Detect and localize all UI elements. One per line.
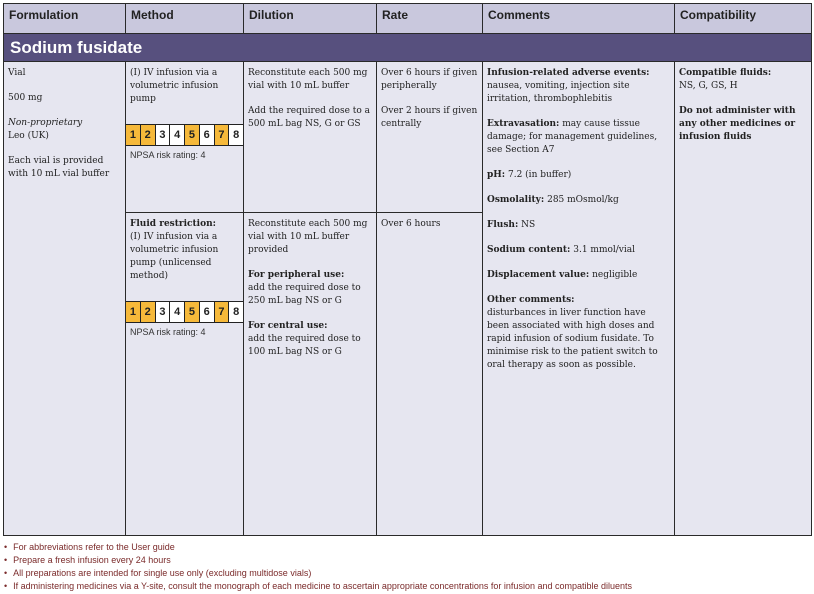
rate-cell-1: Over 6 hours if given peripherally Over … — [376, 61, 483, 213]
method-text: (I) IV infusion via a volumetric infusio… — [130, 68, 219, 104]
formulation-label: Non-proprietary — [8, 118, 83, 128]
header-rate: Rate — [376, 3, 483, 34]
dilution-heading: For central use: — [248, 321, 328, 331]
comment-heading: Extravasation: — [487, 119, 560, 129]
comment-text: 3.1 mmol/vial — [573, 245, 636, 255]
comment-text: 7.2 (in buffer) — [508, 170, 572, 180]
dilution-cell-1: Reconstitute each 500 mg vial with 10 mL… — [243, 61, 377, 213]
dilution-text: add the required dose to 250 mL bag NS o… — [248, 283, 361, 306]
comment-text: NS — [521, 220, 536, 230]
comment-heading: Displacement value: — [487, 270, 590, 280]
risk-cell: 8 — [229, 302, 243, 322]
header-method: Method — [125, 3, 244, 34]
method-text: (I) IV infusion via a volumetric infusio… — [130, 232, 219, 281]
footnote: For abbreviations refer to the User guid… — [4, 541, 632, 554]
dilution-text: add the required dose to 100 mL bag NS o… — [248, 334, 361, 357]
dilution-text: Add the required dose to a 500 mL bag NS… — [248, 106, 371, 129]
comment-text: 285 mOsmol/kg — [547, 195, 619, 205]
dilution-text: Reconstitute each 500 mg vial with 10 mL… — [248, 219, 368, 255]
risk-cell: 2 — [140, 125, 156, 145]
comment-text: may cause tissue damage; for management … — [487, 119, 658, 155]
comment-heading: Osmolality: — [487, 195, 545, 205]
compatibility-warning: Do not administer with any other medicin… — [679, 106, 796, 142]
rate-cell-2: Over 6 hours — [376, 212, 483, 536]
comment-heading: Other comments: — [487, 295, 575, 305]
risk-cell: 3 — [155, 125, 171, 145]
risk-cell: 5 — [185, 302, 200, 322]
compatibility-heading: Compatible fluids: — [679, 68, 772, 78]
footnote: All preparations are intended for single… — [4, 567, 632, 580]
header-formulation: Formulation — [3, 3, 126, 34]
dilution-cell-2: Reconstitute each 500 mg vial with 10 mL… — [243, 212, 377, 536]
compatibility-fluids: NS, G, GS, H — [679, 81, 738, 91]
method-cell-2: Fluid restriction: (I) IV infusion via a … — [125, 212, 244, 536]
dilution-heading: For peripheral use: — [248, 270, 345, 280]
comment-heading: Sodium content: — [487, 245, 571, 255]
risk-cell: 2 — [140, 302, 156, 322]
dilution-text: Reconstitute each 500 mg vial with 10 mL… — [248, 68, 368, 91]
comment-text: negligible — [592, 270, 638, 280]
risk-cell: 1 — [126, 302, 141, 322]
footnotes: For abbreviations refer to the User guid… — [4, 541, 632, 593]
header-compatibility: Compatibility — [674, 3, 812, 34]
comment-heading: pH: — [487, 170, 506, 180]
footnote: If administering medicines via a Y-site,… — [4, 580, 632, 593]
npsa-rating: NPSA risk rating: 4 — [130, 150, 206, 160]
formulation-cell: Vial 500 mg Non-proprietary Leo (UK) Eac… — [3, 61, 126, 536]
method-cell-1: (I) IV infusion via a volumetric infusio… — [125, 61, 244, 213]
formulation-maker: Leo (UK) — [8, 131, 49, 141]
method-title: Fluid restriction: — [130, 219, 216, 229]
risk-cell: 7 — [214, 125, 230, 145]
formulation-type: Vial — [8, 68, 26, 78]
comment-heading: Flush: — [487, 220, 519, 230]
comment-text: disturbances in liver function have been… — [487, 308, 658, 370]
formulation-strength: 500 mg — [8, 93, 43, 103]
footnote: Prepare a fresh infusion every 24 hours — [4, 554, 632, 567]
risk-cell: 6 — [199, 125, 215, 145]
rate-text: Over 6 hours — [381, 219, 441, 229]
rate-text: Over 6 hours if given peripherally — [381, 68, 478, 91]
comment-text: nausea, vomiting, injection site irritat… — [487, 81, 630, 104]
comments-cell: Infusion-related adverse events: nausea, … — [482, 61, 675, 536]
header-comments: Comments — [482, 3, 675, 34]
risk-cell: 7 — [214, 302, 230, 322]
risk-cell: 6 — [199, 302, 215, 322]
risk-cell: 8 — [229, 125, 243, 145]
risk-cell: 3 — [155, 302, 171, 322]
compatibility-cell: Compatible fluids: NS, G, GS, H Do not ad… — [674, 61, 812, 536]
rate-text: Over 2 hours if given centrally — [381, 106, 478, 129]
formulation-note: Each vial is provided with 10 mL vial bu… — [8, 156, 110, 179]
comment-heading: Infusion-related adverse events: — [487, 68, 650, 78]
header-dilution: Dilution — [243, 3, 377, 34]
npsa-rating: NPSA risk rating: 4 — [130, 327, 206, 337]
risk-cell: 4 — [170, 302, 185, 322]
risk-cell: 1 — [126, 125, 141, 145]
risk-cell: 4 — [170, 125, 185, 145]
drug-title: Sodium fusidate — [3, 33, 812, 62]
risk-cell: 5 — [185, 125, 200, 145]
